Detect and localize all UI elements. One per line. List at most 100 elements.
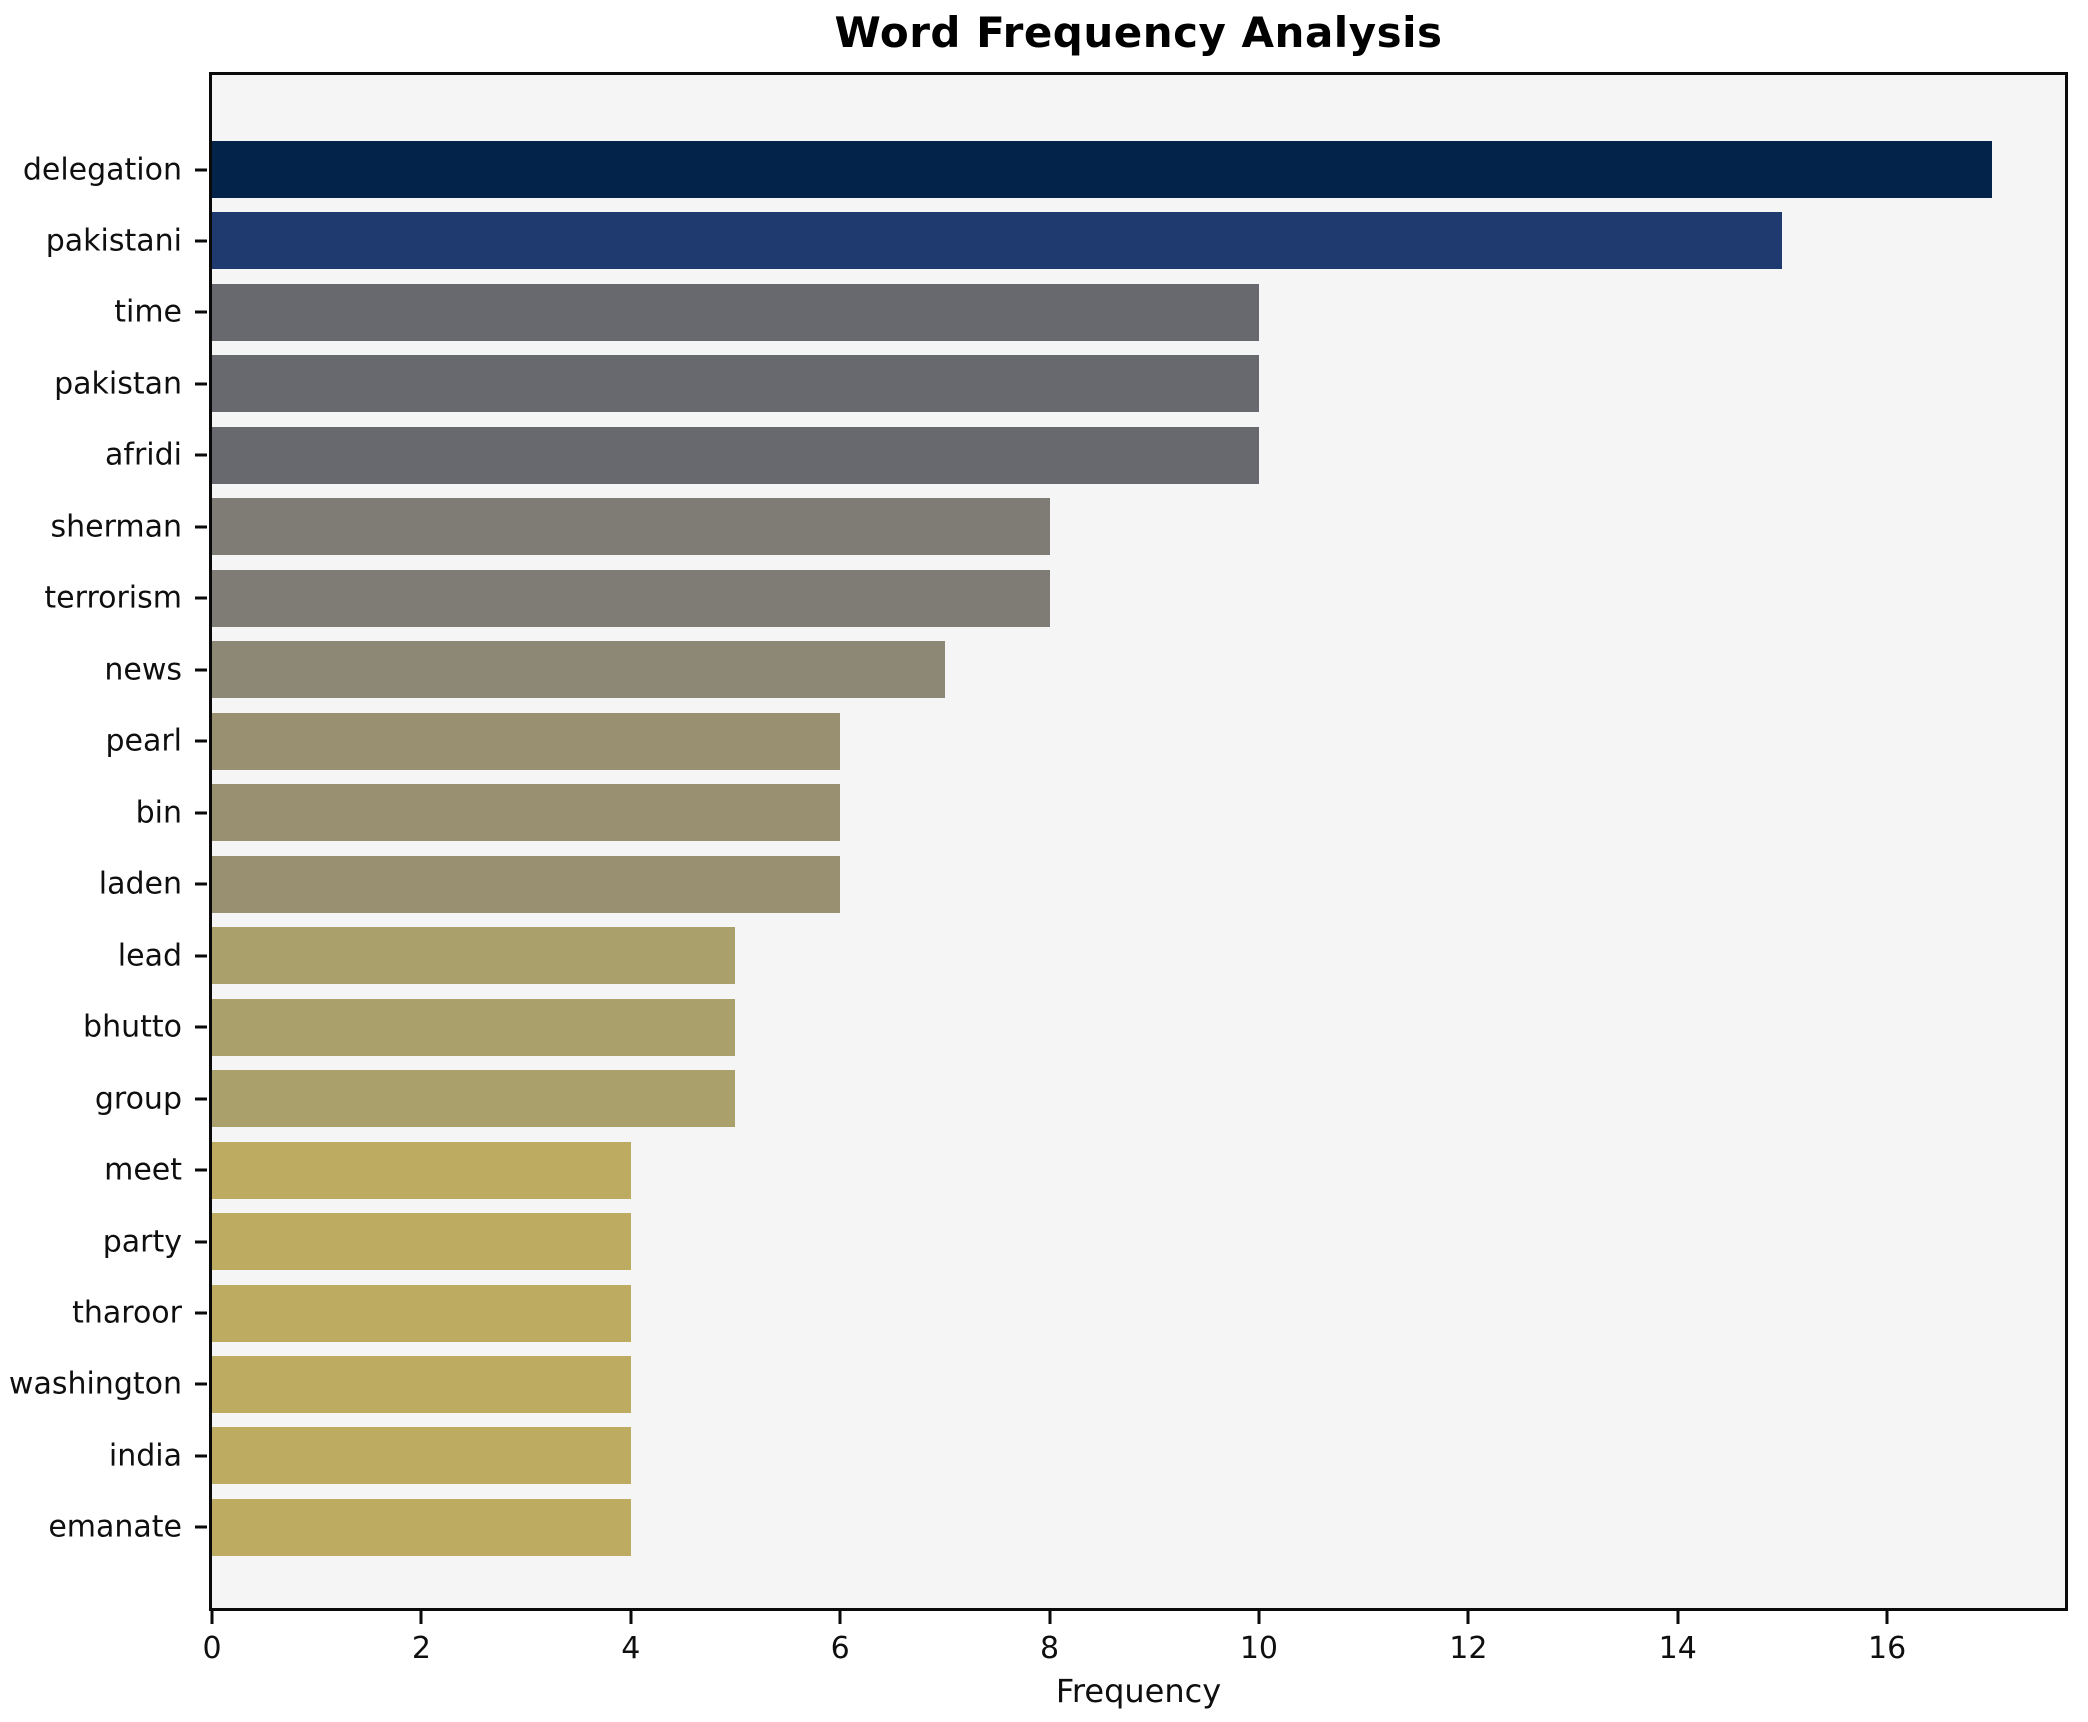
y-tick-mark — [195, 1240, 207, 1244]
x-axis-label: Frequency — [1055, 1672, 1222, 1710]
x-tick-label: 16 — [1868, 1631, 1907, 1666]
bar-row: bin — [136, 784, 2065, 842]
y-tick-label: pakistan — [54, 366, 182, 402]
y-tick-label: delegation — [22, 152, 182, 187]
y-tick-mark — [195, 954, 207, 958]
y-tick-mark — [195, 168, 207, 171]
y-tick-label: bin — [135, 795, 182, 831]
y-tick-mark — [195, 596, 207, 600]
bar-row: washington — [9, 1355, 2065, 1413]
y-tick-mark — [195, 239, 207, 243]
y-tick-label: afridi — [105, 437, 182, 473]
y-tick-label: emanate — [48, 1509, 182, 1545]
bar-laden — [212, 855, 841, 913]
bar-row: delegation — [23, 141, 2065, 198]
x-tick-mark — [1676, 1611, 1680, 1624]
bar-row: party — [103, 1213, 2065, 1271]
y-tick-label: washington — [8, 1366, 182, 1402]
x-tick-mark — [1257, 1611, 1261, 1624]
bar-row: time — [114, 283, 2065, 341]
bar-row: india — [109, 1427, 2065, 1485]
y-tick-mark — [195, 1025, 207, 1029]
x-tick-mark — [629, 1611, 633, 1624]
y-tick-mark — [195, 811, 207, 815]
bar-washington — [212, 1355, 631, 1413]
y-tick-mark — [195, 453, 207, 457]
x-tick-label: 6 — [830, 1631, 850, 1666]
y-tick-mark — [195, 1525, 207, 1529]
bar-row: bhutto — [83, 998, 2065, 1056]
bar-row: emanate — [48, 1498, 2065, 1556]
bar-pakistani — [212, 212, 1783, 270]
y-tick-label: laden — [98, 866, 182, 902]
x-tick-label: 0 — [202, 1631, 222, 1666]
bar-bhutto — [212, 998, 736, 1056]
bar-pakistan — [212, 355, 1259, 413]
bar-terrorism — [212, 569, 1050, 627]
bar-party — [212, 1213, 631, 1271]
y-tick-label: pakistani — [45, 223, 182, 259]
x-tick-label: 8 — [1040, 1631, 1060, 1666]
x-tick-mark — [1048, 1611, 1052, 1624]
bar-row: pakistan — [54, 355, 2065, 413]
y-tick-label: party — [102, 1224, 182, 1260]
bars-container: delegation pakistani time pakistan afridi she… — [9, 75, 2065, 1608]
y-tick-label: lead — [117, 938, 182, 974]
bar-group — [212, 1070, 736, 1128]
y-tick-label: bhutto — [83, 1009, 182, 1045]
bar-row: laden — [99, 855, 2065, 913]
x-tick-label: 2 — [411, 1631, 431, 1666]
y-tick-label: group — [94, 1081, 182, 1117]
bar-emanate — [212, 1498, 631, 1556]
y-tick-label: terrorism — [44, 580, 182, 616]
bar-row: tharoor — [72, 1284, 2065, 1342]
x-tick-label: 12 — [1449, 1631, 1488, 1666]
y-tick-label: meet — [104, 1152, 182, 1188]
y-tick-mark — [195, 1168, 207, 1172]
bar-pearl — [212, 712, 841, 770]
y-tick-mark — [195, 310, 207, 314]
bar-row: pakistani — [46, 212, 2065, 270]
y-tick-mark — [195, 1311, 207, 1315]
plot-area: delegation pakistani time pakistan afridi she… — [9, 72, 2068, 1710]
bar-bin — [212, 784, 841, 842]
x-tick-mark — [210, 1611, 214, 1624]
bar-row: meet — [104, 1141, 2065, 1199]
bar-afridi — [212, 426, 1259, 484]
bar-row: terrorism — [44, 569, 2065, 627]
x-tick-mark — [419, 1611, 423, 1624]
bar-row: afridi — [105, 426, 2065, 484]
y-tick-mark — [195, 1382, 207, 1386]
bar-time — [212, 283, 1259, 341]
x-tick-mark — [1466, 1611, 1470, 1624]
bar-row: lead — [118, 927, 2065, 985]
bar-sherman — [212, 498, 1050, 556]
y-tick-mark — [195, 668, 207, 672]
y-tick-label: sherman — [50, 509, 182, 545]
y-tick-mark — [195, 739, 207, 743]
y-tick-mark — [195, 525, 207, 529]
bar-row: sherman — [50, 498, 2065, 556]
y-tick-mark — [195, 1454, 207, 1458]
x-tick-mark — [838, 1611, 842, 1624]
x-tick-label: 4 — [621, 1631, 641, 1666]
y-tick-label: news — [104, 652, 182, 688]
bar-india — [212, 1427, 631, 1485]
y-tick-label: tharoor — [72, 1295, 182, 1331]
bar-lead — [212, 927, 736, 985]
x-tick-label: 10 — [1239, 1631, 1279, 1666]
y-tick-mark — [195, 1097, 207, 1101]
chart-title: Word Frequency Analysis — [834, 8, 1443, 57]
bar-meet — [212, 1141, 631, 1199]
bar-news — [212, 641, 945, 699]
bar-tharoor — [212, 1284, 631, 1342]
bar-row: pearl — [105, 712, 2065, 770]
x-tick-mark — [1885, 1611, 1889, 1624]
x-tick-label: 14 — [1658, 1631, 1697, 1666]
y-tick-label: time — [114, 294, 182, 330]
y-tick-label: india — [108, 1438, 182, 1474]
bar-row: group — [95, 1070, 2065, 1128]
bar-delegation — [212, 141, 1992, 198]
y-tick-mark — [195, 882, 207, 886]
